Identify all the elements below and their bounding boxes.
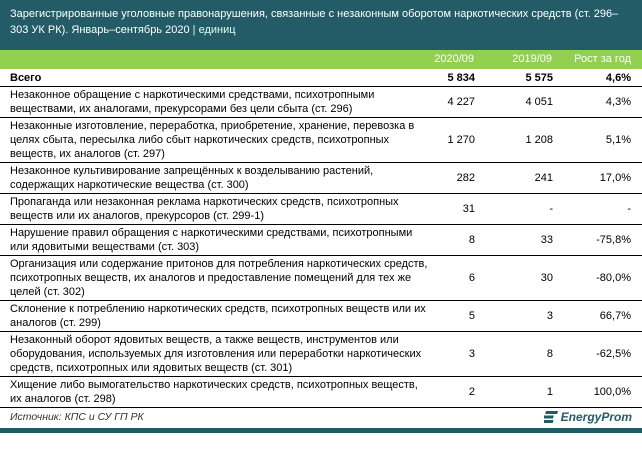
value-growth: -62,5% [553,331,642,377]
table-row: Нарушение правил обращения с наркотическ… [0,224,642,256]
value-2019: 1 208 [475,117,553,163]
value-2019: 5 575 [475,69,553,87]
row-label: Всего [0,69,430,87]
value-growth: 100,0% [553,376,642,408]
value-2019: 8 [475,331,553,377]
value-2020: 6 [430,255,475,301]
value-growth: - [553,193,642,225]
table-title: Зарегистрированные уголовные правонаруше… [0,0,642,50]
row-label: Пропаганда или незаконная реклама наркот… [0,193,430,225]
footer-bar [0,428,642,433]
total-row: Всего 5 834 5 575 4,6% [0,69,642,87]
table-row: Незаконные изготовление, переработка, пр… [0,117,642,163]
value-growth: 5,1% [553,117,642,163]
value-growth: 4,6% [553,69,642,87]
logo-icon [543,411,558,423]
row-label: Незаконное культивирование запрещённых к… [0,162,430,194]
value-growth: 66,7% [553,300,642,332]
table-row: Незаконное культивирование запрещённых к… [0,162,642,194]
col-header-2020: 2020/09 [434,53,474,65]
value-2020: 3 [430,331,475,377]
row-label: Хищение либо вымогательство наркотически… [0,376,430,408]
value-growth: 4,3% [553,86,642,118]
value-2020: 1 270 [430,117,475,163]
col-header-growth: Рост за год [574,53,631,65]
row-label: Склонение к потреблению наркотических ср… [0,300,430,332]
value-2019: 30 [475,255,553,301]
row-label: Нарушение правил обращения с наркотическ… [0,224,430,256]
value-2019: 241 [475,162,553,194]
value-2019: 33 [475,224,553,256]
table-row: Незаконное обращение с наркотическими ср… [0,86,642,118]
data-table: Всего 5 834 5 575 4,6% Незаконное обраще… [0,69,642,408]
value-2019: 3 [475,300,553,332]
value-2019: 1 [475,376,553,408]
table-row: Хищение либо вымогательство наркотически… [0,376,642,408]
value-2020: 4 227 [430,86,475,118]
source-note: Источник: КПС и СУ ГП РК [10,411,144,423]
value-2019: - [475,193,553,225]
table-row: Склонение к потреблению наркотических ср… [0,300,642,332]
value-2020: 2 [430,376,475,408]
col-header-2019: 2019/09 [512,53,552,65]
unit-label: единиц [198,24,236,36]
value-2020: 5 834 [430,69,475,87]
row-label: Незаконные изготовление, переработка, пр… [0,117,430,163]
value-2020: 31 [430,193,475,225]
energyprom-logo: EnergyProm [543,410,632,424]
value-2020: 5 [430,300,475,332]
footer: Источник: КПС и СУ ГП РК EnergyProm [0,408,642,428]
row-label: Незаконный оборот ядовитых веществ, а та… [0,331,430,377]
value-growth: -75,8% [553,224,642,256]
table-row: Организация или содержание притонов для … [0,255,642,301]
value-2020: 282 [430,162,475,194]
row-label: Организация или содержание притонов для … [0,255,430,301]
value-2020: 8 [430,224,475,256]
title-text: Зарегистрированные уголовные правонаруше… [10,8,619,36]
column-header-bar: 2020/09 2019/09 Рост за год [0,50,642,69]
table-row: Незаконный оборот ядовитых веществ, а та… [0,331,642,377]
value-growth: -80,0% [553,255,642,301]
table-row: Пропаганда или незаконная реклама наркот… [0,193,642,225]
row-label: Незаконное обращение с наркотическими ср… [0,86,430,118]
value-2019: 4 051 [475,86,553,118]
value-growth: 17,0% [553,162,642,194]
